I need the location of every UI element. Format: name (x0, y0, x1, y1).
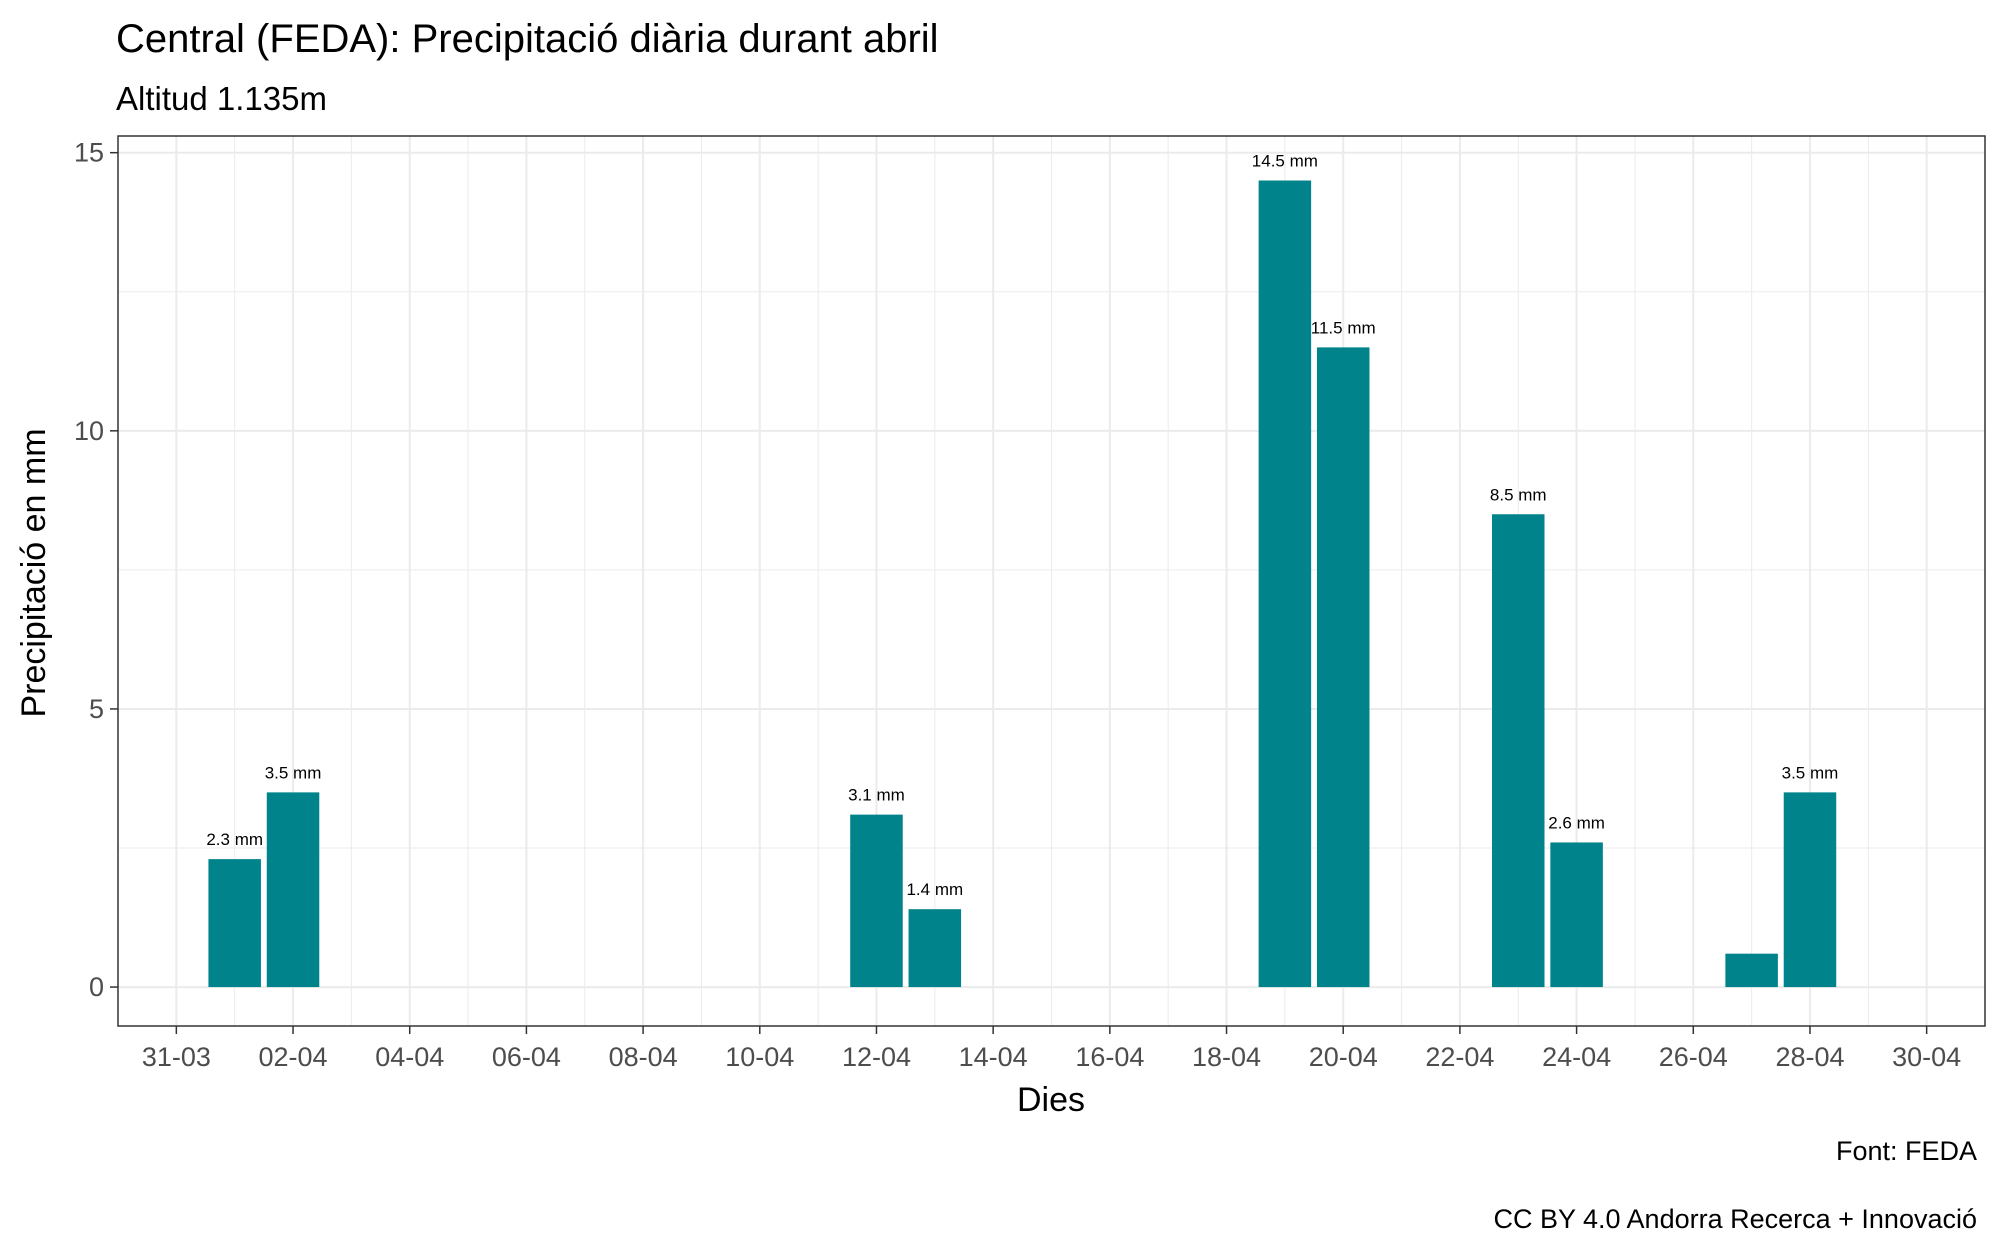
caption-license: CC BY 4.0 Andorra Recerca + Innovació (1493, 1204, 1977, 1234)
bar-value-label: 2.6 mm (1548, 813, 1605, 832)
bar-value-label: 14.5 mm (1252, 152, 1318, 171)
bar (908, 909, 962, 988)
x-tick-label: 10-04 (725, 1042, 794, 1072)
bar-labels: 2.3 mm 3.5 mm 3.1 mm 1.4 mm 14.5 mm 11.5 mm 8.… (206, 152, 1838, 900)
bar-value-label: 3.1 mm (848, 786, 905, 805)
bar-value-label: 3.5 mm (1782, 763, 1839, 782)
bar (1783, 792, 1837, 988)
axes: 0 5 10 15 31-03 02-04 04-04 06-04 08-04 10-04 12-0… (74, 138, 1961, 1072)
x-tick-label: 04-04 (375, 1042, 444, 1072)
bar (1491, 514, 1545, 988)
bar (1725, 953, 1778, 988)
bar (1258, 180, 1312, 988)
bars (208, 180, 1837, 988)
bar (1550, 842, 1603, 988)
bar-value-label: 3.5 mm (265, 763, 322, 782)
x-tick-label: 12-04 (842, 1042, 911, 1072)
x-tick-label: 28-04 (1775, 1042, 1844, 1072)
bar-value-label: 8.5 mm (1490, 485, 1547, 504)
bar (850, 814, 903, 988)
x-tick-label: 24-04 (1542, 1042, 1611, 1072)
y-axis-title: Precipitació en mm (15, 428, 53, 717)
x-tick-label: 18-04 (1192, 1042, 1261, 1072)
x-axis-title: Dies (1017, 1081, 1085, 1119)
bar-value-label: 2.3 mm (206, 830, 263, 849)
y-tick-label: 15 (74, 138, 104, 168)
grid-lines (118, 136, 1985, 1026)
bar-value-label: 11.5 mm (1311, 318, 1376, 337)
chart-subtitle: Altitud 1.135m (116, 80, 327, 117)
x-tick-label: 06-04 (492, 1042, 561, 1072)
chart-title: Central (FEDA): Precipitació diària dura… (116, 17, 939, 61)
y-tick-label: 5 (89, 694, 104, 724)
x-tick-label: 20-04 (1309, 1042, 1378, 1072)
x-tick-label: 22-04 (1425, 1042, 1494, 1072)
bar-value-label: 1.4 mm (906, 880, 963, 899)
bar (266, 792, 320, 988)
x-tick-label: 14-04 (959, 1042, 1028, 1072)
x-tick-label: 30-04 (1892, 1042, 1961, 1072)
bar (208, 859, 261, 988)
x-tick-label: 16-04 (1075, 1042, 1144, 1072)
y-tick-label: 0 (89, 972, 104, 1002)
x-tick-label: 26-04 (1659, 1042, 1728, 1072)
x-tick-label: 08-04 (609, 1042, 678, 1072)
x-tick-label: 31-03 (142, 1042, 211, 1072)
bar (1316, 347, 1370, 988)
panel-border (117, 135, 1986, 1027)
x-tick-label: 02-04 (259, 1042, 328, 1072)
caption-source: Font: FEDA (1836, 1136, 1977, 1166)
y-tick-label: 10 (74, 416, 104, 446)
